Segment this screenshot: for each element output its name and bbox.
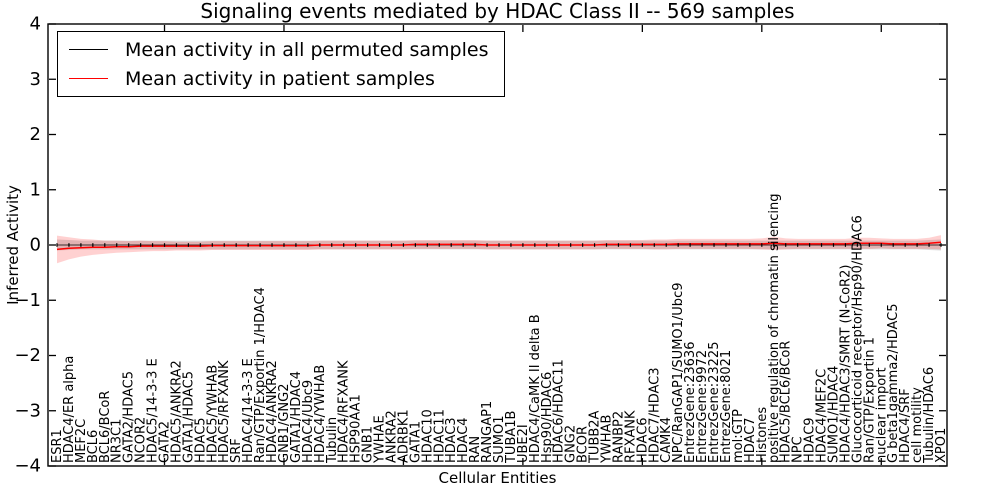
x-tick-label: HDAC4/MEF2C	[815, 369, 830, 463]
x-tick-label: HDAC5/ANKRA2	[169, 360, 184, 463]
x-tick-label: HDAC5/YWHAB	[205, 365, 220, 463]
x-tick-label: GATA1/HDAC4	[289, 371, 304, 463]
x-tick-label: G beta1gamma2/HDAC5	[886, 303, 901, 463]
y-tick-label: 0	[30, 235, 41, 256]
x-tick-label: RANGAP1	[480, 401, 495, 463]
x-tick-label: positive regulation of chromatin silenci…	[767, 193, 782, 463]
x-axis-label: Cellular Entities	[438, 469, 557, 487]
x-tick-label: nuclear import	[874, 367, 889, 463]
y-tick-label: 4	[30, 14, 41, 35]
series-band	[57, 235, 941, 264]
legend: Mean activity in all permuted samples Me…	[57, 31, 506, 97]
x-tick-label: GNB1/GNG2	[277, 383, 292, 463]
y-axis-label: Inferred Activity	[4, 185, 22, 305]
legend-line-sample	[69, 49, 108, 50]
x-tick-label: MEF2C	[74, 419, 89, 463]
x-tick-label: EntrezGene:9972	[695, 350, 710, 463]
x-tick-label: TUBB2A	[588, 410, 603, 464]
legend-line-sample	[69, 78, 108, 79]
y-tick-label: −3	[14, 400, 41, 421]
x-tick-label: HDAC7	[743, 417, 758, 463]
x-tick-label: HDAC4/RFXANK	[337, 360, 352, 463]
x-tick-label: UBE2I	[516, 424, 531, 463]
x-tick-label: HDAC4/YWHAB	[313, 365, 328, 463]
x-tick-label: HDAC9	[803, 417, 818, 463]
y-tick-label: −1	[14, 290, 41, 311]
x-tick-label: SRF	[229, 438, 244, 463]
x-tick-label: TUBA1B	[504, 411, 519, 464]
y-tick-label: −4	[14, 456, 41, 477]
x-tick-label: HDAC4/CaMK II delta B	[528, 314, 543, 463]
y-tick-label: 1	[30, 179, 41, 200]
x-tick-label: EntrezGene:23225	[707, 342, 722, 463]
x-tick-label: ANKRA2	[384, 410, 399, 463]
x-tick-label: ADRBK1	[396, 409, 411, 463]
x-tick-label: CAMK4	[659, 417, 674, 463]
x-tick-label: HDAC5	[193, 417, 208, 463]
x-tick-label: GATA2/HDAC5	[122, 371, 137, 463]
x-tick-label: HDAC4/ANKRA2	[265, 360, 280, 463]
x-tick-label: NPC/RanGAP1/SUMO1/Ubc9	[671, 283, 686, 463]
x-tick-label: Tubulin/HDAC6	[922, 367, 937, 464]
legend-item-permuted: Mean activity in all permuted samples	[66, 35, 488, 64]
x-tick-label: Ran/GTP/Exportin 1/HDAC4	[253, 287, 268, 463]
legend-label: Mean activity in all permuted samples	[125, 38, 489, 61]
x-tick-label: GATA1	[408, 421, 423, 463]
x-tick-label: BCOR	[576, 426, 591, 463]
x-tick-label: SUMO1/HDAC4	[826, 366, 841, 463]
x-tick-label: cell motility	[910, 387, 925, 463]
x-tick-label: XPO1	[934, 428, 949, 463]
plot-frame	[47, 23, 948, 467]
x-tick-label: HDAC5/BCL6/BCoR	[779, 341, 794, 463]
x-tick-label: Hsp90/HDAC6	[540, 372, 555, 463]
x-tick-label: HDAC4/SRF	[898, 388, 913, 463]
x-tick-label: YWHAB	[600, 415, 615, 464]
x-tick-label: HDAC4/14-3-3 E	[241, 358, 256, 463]
y-tick-label: 3	[30, 69, 41, 90]
legend-item-patient: Mean activity in patient samples	[66, 64, 488, 93]
x-tick-label: EntrezGene:8021	[719, 350, 734, 463]
x-tick-label: ESR1	[50, 429, 65, 463]
x-tick-label: RFXANK	[623, 410, 638, 463]
x-tick-label: Glucocorticoid receptor/Hsp90/HDAC6	[850, 215, 865, 463]
y-tick-label: −2	[14, 345, 41, 366]
x-tick-label: NR3C1	[110, 419, 125, 463]
x-tick-label: HSP90AA1	[349, 394, 364, 463]
x-tick-label: HDAC4	[456, 417, 471, 463]
x-tick-label: HDAC10	[420, 409, 435, 463]
x-tick-label: EntrezGene:23636	[683, 342, 698, 463]
x-tick-label: YWHAE	[373, 415, 388, 464]
x-tick-label: HDAC6/HDAC11	[552, 359, 567, 463]
legend-label: Mean activity in patient samples	[125, 67, 435, 90]
x-tick-label: BCL6/BCoR	[98, 391, 113, 463]
x-tick-label: SUMO1	[492, 416, 507, 464]
x-tick-label: RAN	[468, 436, 483, 463]
y-tick-label: 2	[30, 124, 41, 145]
x-tick-label: HDAC3	[444, 417, 459, 463]
x-tick-label: NCOR2	[134, 417, 149, 463]
x-tick-label: HDAC4/HDAC3/SMRT (N-CoR2)	[838, 265, 853, 463]
x-tick-label: GNB1	[361, 426, 376, 463]
x-tick-label: Histones	[755, 407, 770, 463]
x-tick-label: HDAC4/ER alpha	[62, 356, 77, 463]
x-tick-label: GATA2	[158, 421, 173, 463]
x-tick-label: Ran/GTP/Exportin 1	[862, 337, 877, 463]
x-tick-label: RANBP2	[611, 411, 626, 463]
x-tick-label: NPC	[791, 436, 806, 463]
x-tick-label: HDAC6	[635, 417, 650, 463]
x-tick-label: HDAC5/RFXANK	[217, 360, 232, 463]
chart-title: Signaling events mediated by HDAC Class …	[200, 0, 795, 23]
x-tick-label: GATA1/HDAC5	[181, 371, 196, 463]
x-tick-label: Tubulin	[325, 417, 340, 464]
x-tick-label: BCL6	[86, 430, 101, 463]
x-tick-label: HDAC5/14-3-3 E	[146, 358, 161, 463]
x-tick-label: mol:GTP	[731, 409, 746, 463]
x-tick-label: HDAC4/Ubc9	[301, 380, 316, 463]
x-tick-label: GNG2	[564, 425, 579, 463]
x-tick-label: HDAC11	[432, 409, 447, 463]
x-tick-label: HDAC7/HDAC3	[647, 367, 662, 463]
